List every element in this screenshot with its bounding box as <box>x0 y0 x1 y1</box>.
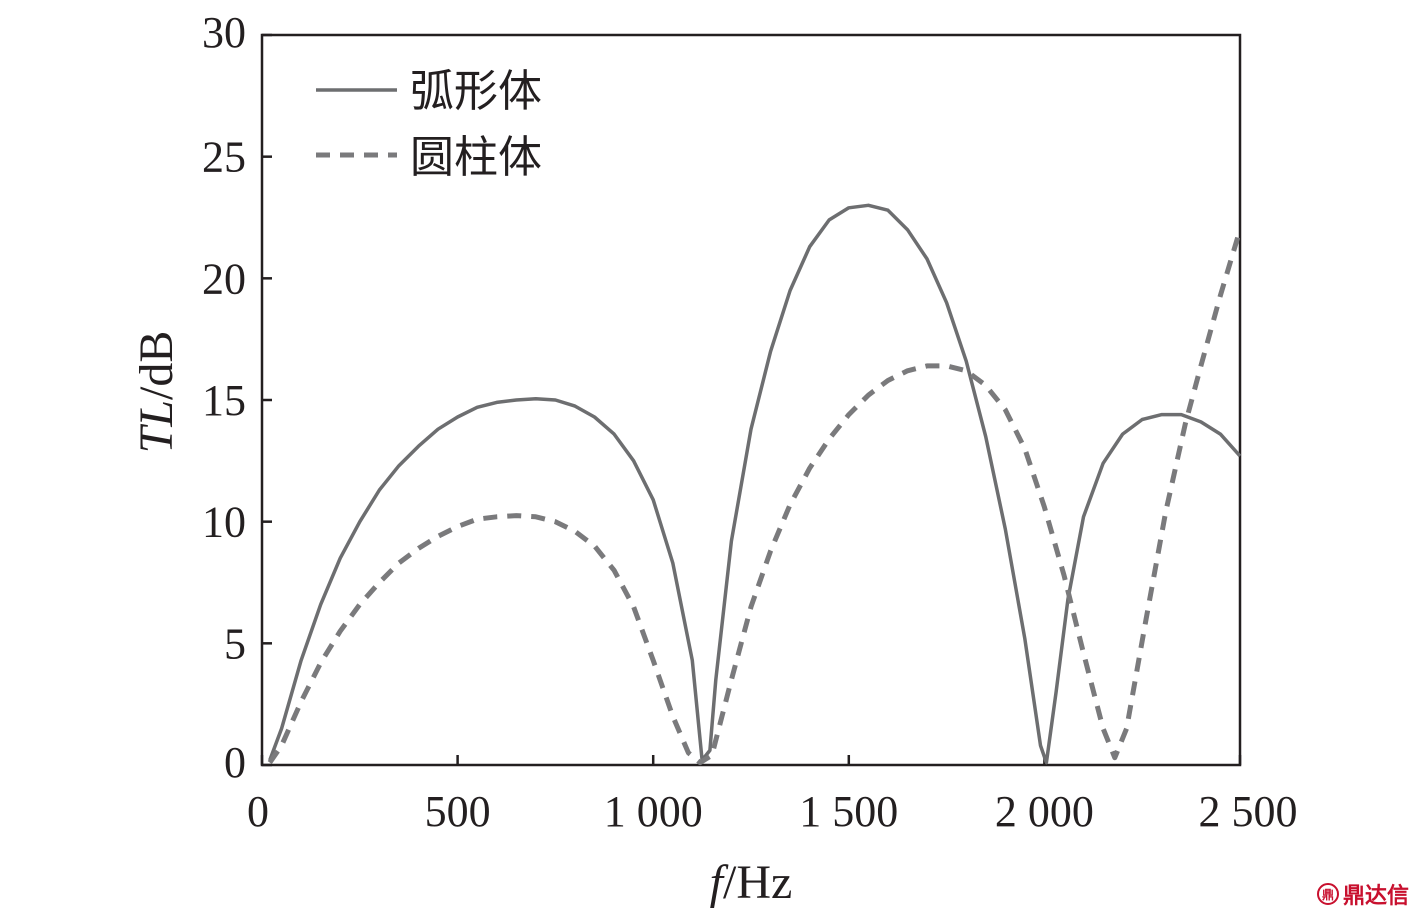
y-tick-label: 15 <box>202 376 246 425</box>
y-tick-label: 0 <box>224 738 246 787</box>
y-axis-label: TL/dB <box>130 331 183 454</box>
x-tick-label: 500 <box>425 787 491 836</box>
y-tick-label: 5 <box>224 619 246 668</box>
x-tick-label: 2 000 <box>995 787 1094 836</box>
y-tick-label: 30 <box>202 8 246 57</box>
x-tick-label: 1 500 <box>799 787 898 836</box>
legend: 弧形体 圆柱体 <box>316 66 542 183</box>
x-tick-label: 1 000 <box>604 787 703 836</box>
watermark: 鼎 鼎达信 <box>1316 878 1409 910</box>
legend-label-0: 弧形体 <box>410 66 542 117</box>
y-axis-label-unit: /dB <box>130 331 183 400</box>
legend-label-1: 圆柱体 <box>410 132 542 183</box>
watermark-text: 鼎达信 <box>1342 884 1409 909</box>
series-layer <box>267 203 1243 766</box>
x-axis-label-unit: /Hz <box>723 856 792 909</box>
x-axis: 0 500 1 000 1 500 2 000 2 500 <box>247 755 1298 836</box>
x-axis-label: f/Hz <box>710 856 793 909</box>
y-tick-label: 25 <box>202 133 246 182</box>
y-axis-label-italic: TL <box>130 400 183 453</box>
watermark-logo-icon: 鼎 <box>1316 883 1339 905</box>
plot-frame <box>260 33 1242 767</box>
x-tick-label: 2 500 <box>1199 787 1298 836</box>
x-tick-label: 0 <box>247 787 269 836</box>
series-line-1 <box>267 228 1243 766</box>
y-tick-label: 10 <box>202 498 246 547</box>
series-line-0 <box>268 203 1242 765</box>
y-tick-label: 20 <box>202 254 246 303</box>
y-axis: 0 5 10 15 20 25 30 <box>202 8 272 787</box>
